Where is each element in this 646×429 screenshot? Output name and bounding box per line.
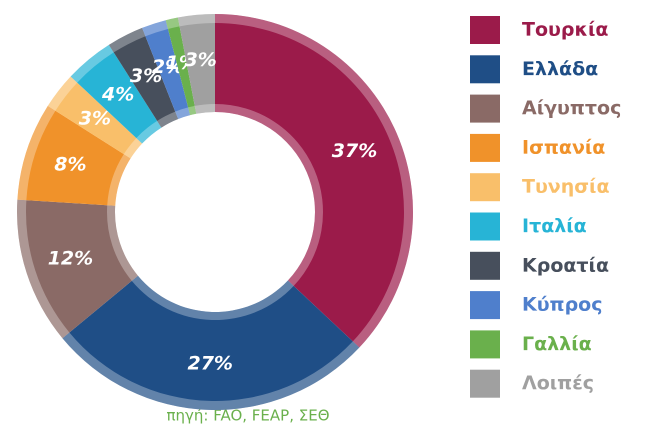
legend-swatch [470, 133, 500, 162]
value-label: 3% [79, 107, 111, 129]
value-label: 3% [185, 49, 217, 71]
slice-inner-rim [136, 120, 162, 144]
legend-swatch [470, 16, 500, 44]
slice-inner-rim [131, 275, 294, 321]
value-label: 37% [332, 140, 377, 162]
legend-label: Ισπανία [522, 136, 605, 158]
slice-inner-rim [107, 154, 131, 206]
value-label: 12% [48, 247, 93, 269]
slice-inner-rim [194, 104, 215, 114]
donut-slice [215, 14, 413, 348]
donut-slice [70, 44, 162, 144]
donut-slice [165, 17, 197, 116]
legend-swatch [470, 212, 500, 241]
donut-slice [47, 76, 143, 159]
slice-inner-rim [157, 111, 179, 128]
donut-slice [142, 20, 191, 120]
legend-label: Κροατία [522, 254, 609, 276]
slice-rim [177, 14, 215, 27]
slice-inner-rim [175, 107, 191, 120]
legend-label: Λοιπές [522, 372, 594, 394]
legend-label: Γαλλία [522, 333, 592, 355]
slice-rim [165, 17, 180, 29]
legend-label: Κύπρος [522, 294, 603, 316]
legend-label: Αίγυπτος [522, 97, 621, 119]
slice-rim [70, 44, 114, 83]
source-note: πηγή: FAO, FEAP, ΣΕΘ [166, 407, 329, 425]
legend-label: Ελλάδα [522, 58, 598, 80]
legend-swatch [470, 173, 500, 202]
slice-rim [62, 332, 360, 410]
legend-label: Τυνησία [522, 176, 610, 198]
slice-rim [17, 199, 70, 339]
slice-rim [17, 105, 56, 201]
donut-slice [108, 27, 179, 128]
slice-rim [142, 20, 168, 37]
legend-label: Τουρκία [522, 19, 608, 41]
slice-inner-rim [123, 138, 143, 159]
slice-inner-rim [215, 104, 323, 286]
legend-swatch [470, 55, 500, 84]
donut-slice [17, 199, 138, 339]
value-label: 4% [101, 83, 134, 105]
slice-inner-rim [106, 205, 138, 281]
value-label: 3% [130, 65, 162, 87]
legend-swatch [470, 291, 500, 320]
slice-rim [47, 76, 78, 111]
legend-swatch [470, 369, 500, 398]
legend-swatch [470, 330, 500, 359]
value-label: 27% [187, 352, 232, 374]
value-label: 2% [152, 56, 184, 78]
legend-swatch [470, 94, 500, 123]
value-label: 8% [54, 154, 86, 176]
legend-label: Ιταλία [522, 215, 587, 237]
legend-swatch [470, 251, 500, 280]
donut-slice [17, 105, 131, 206]
slice-inner-rim [188, 105, 197, 116]
donut-slice [62, 275, 360, 410]
slice-rim [108, 27, 146, 53]
donut-slice [177, 14, 215, 114]
